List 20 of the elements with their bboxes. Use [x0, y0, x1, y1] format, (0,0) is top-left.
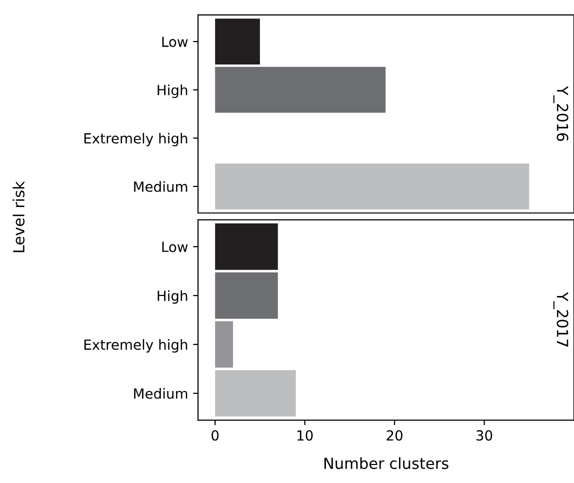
x-axis-title: Number clusters — [324, 457, 448, 470]
y-tick-label: Medium — [134, 388, 188, 399]
y-tick-label: Extremely high — [84, 132, 188, 146]
y-tick-label: High — [158, 290, 188, 304]
bar — [215, 223, 278, 270]
y-tick-label: Medium — [134, 181, 188, 192]
x-tick-label: 30 — [476, 430, 492, 441]
text: Y_2016 — [553, 86, 568, 141]
x-tick-label: 20 — [386, 430, 402, 441]
text: Y_2017 — [553, 292, 568, 347]
y-tick-label: High — [158, 84, 188, 98]
y-tick-label: Low — [162, 242, 188, 252]
bar — [215, 272, 278, 319]
x-tick-label: 0 — [212, 430, 219, 441]
y-axis-title: Level risk — [12, 181, 25, 252]
y-tick-label: Low — [162, 36, 188, 48]
y-tick-label: Extremely high — [84, 339, 188, 353]
x-tick-label: 10 — [298, 430, 313, 441]
bar — [215, 321, 234, 368]
bar — [215, 370, 296, 417]
